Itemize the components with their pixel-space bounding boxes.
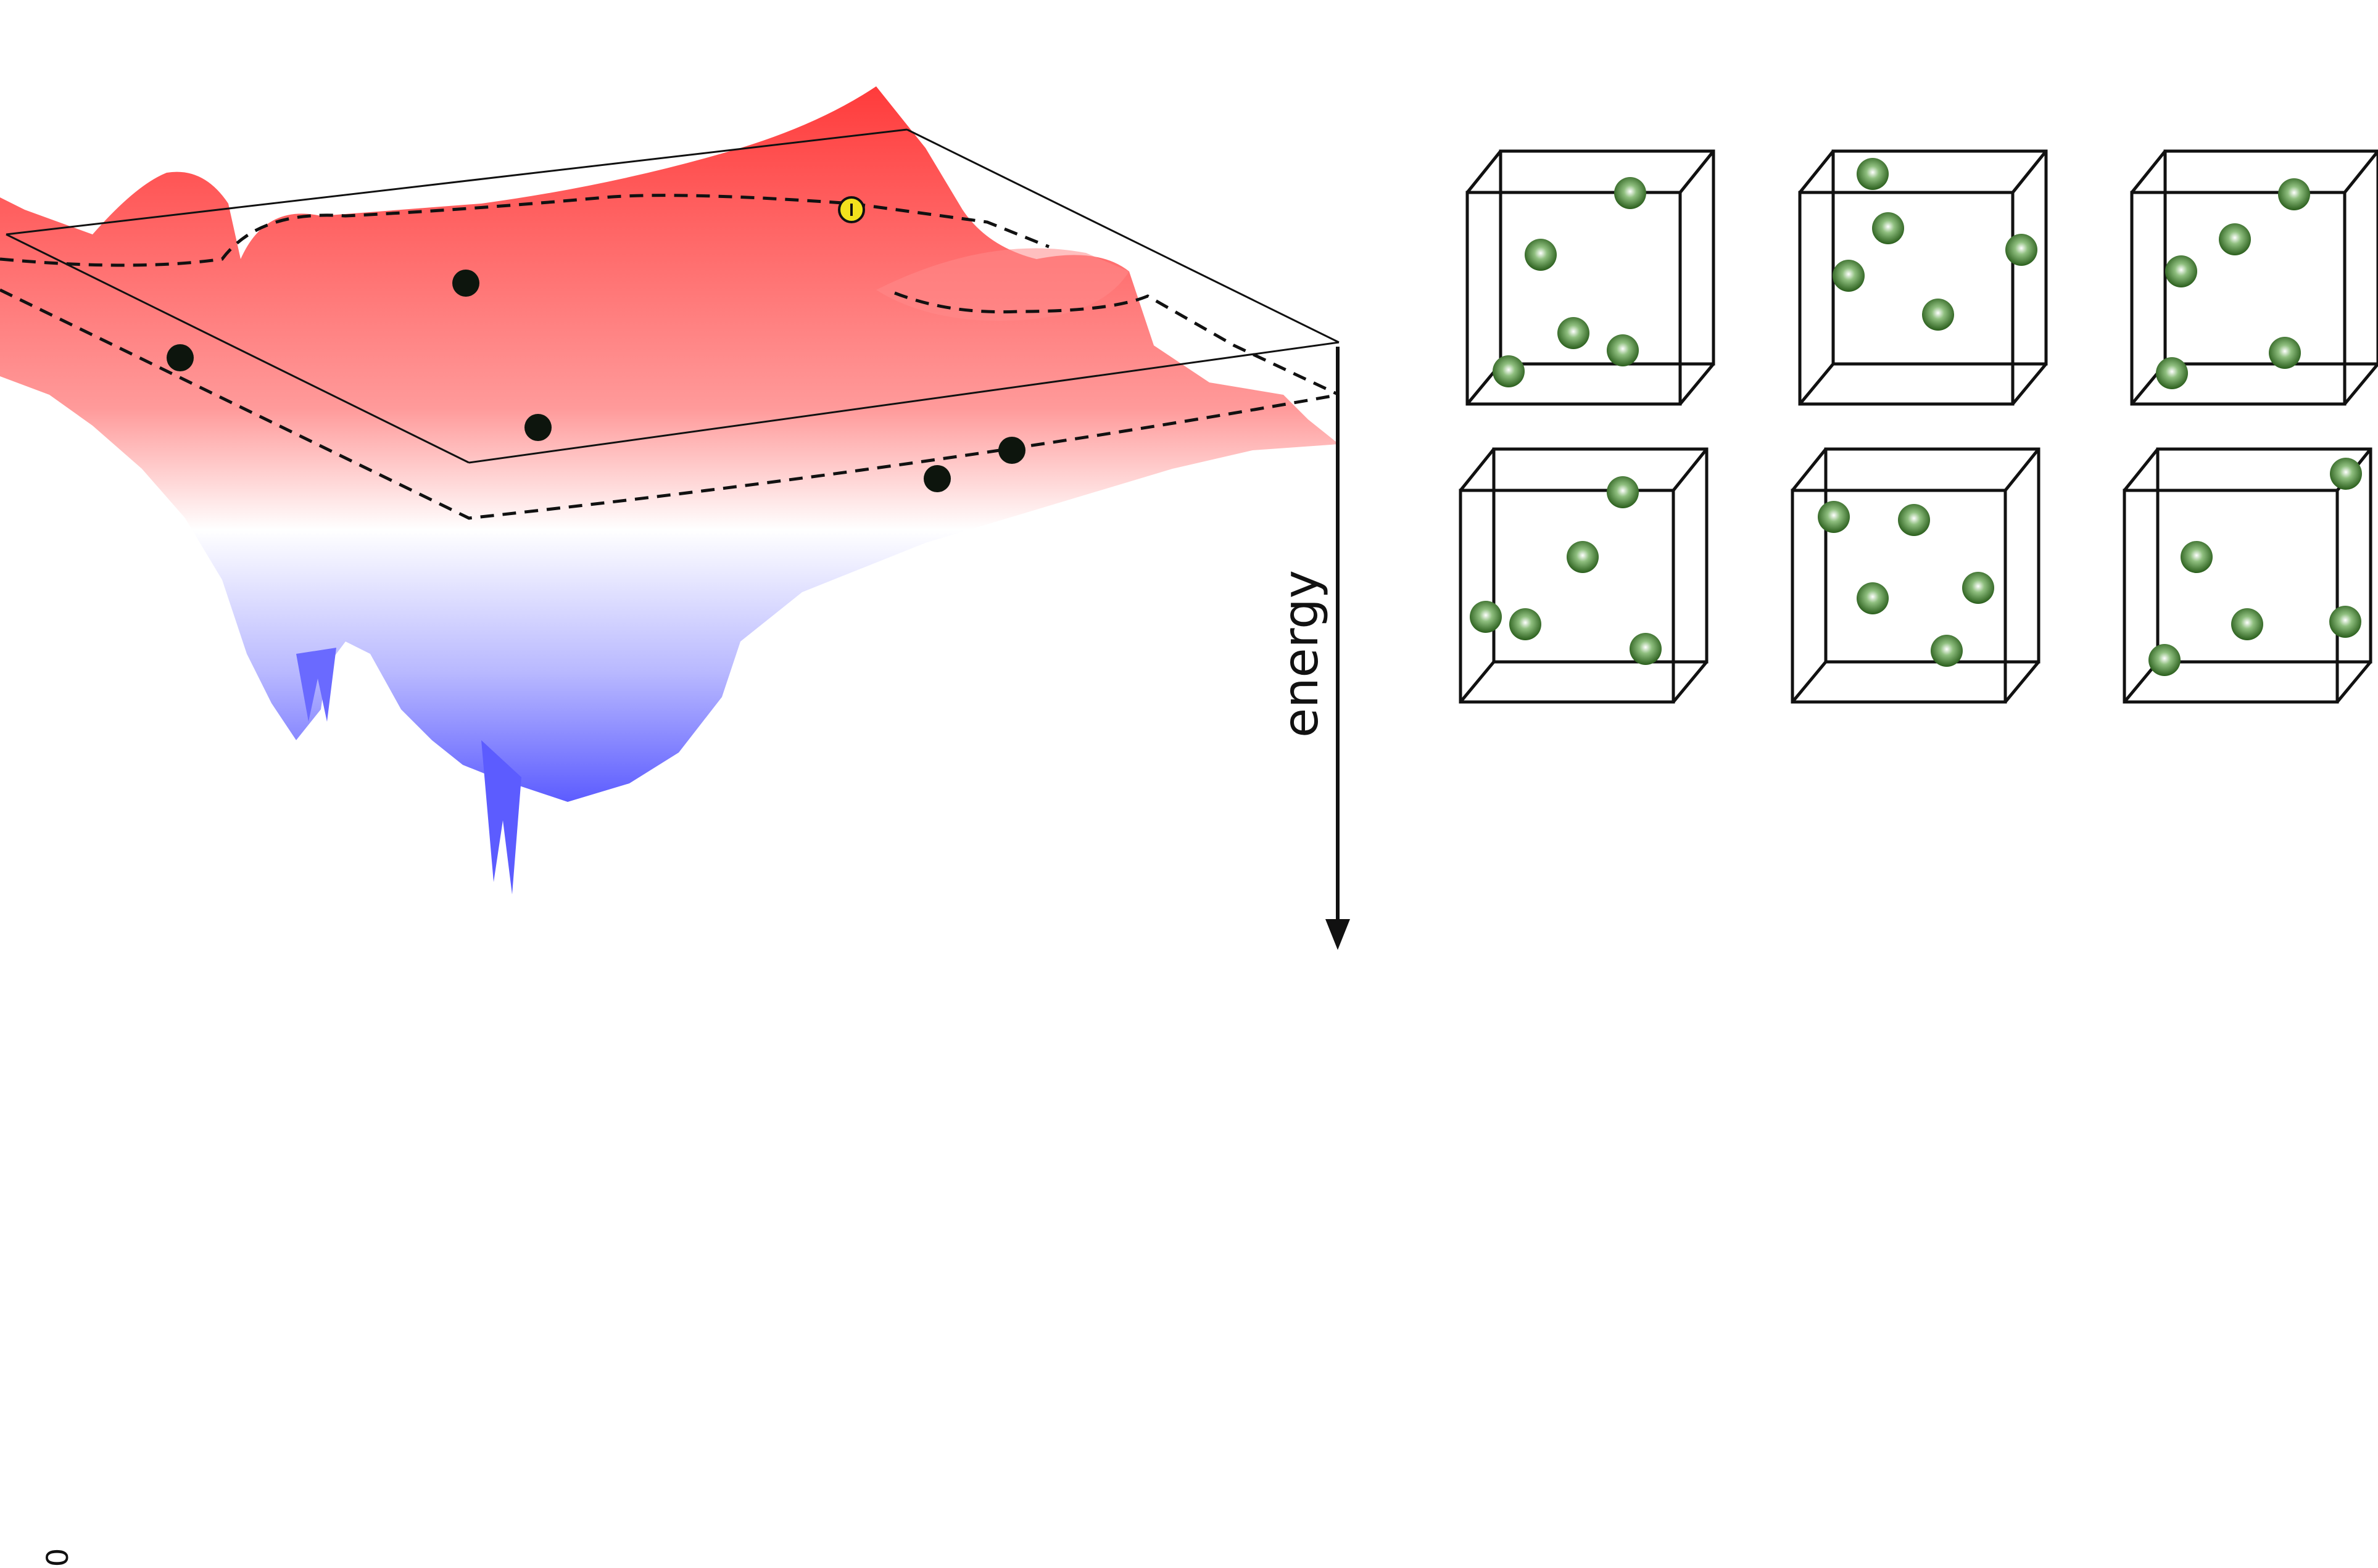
energy-axis: energy — [1274, 347, 1350, 950]
contour-lower — [0, 288, 1340, 520]
particle — [1931, 635, 1963, 667]
minimum-point-3 — [524, 414, 552, 441]
particle — [1607, 476, 1639, 508]
stationary-points — [167, 196, 1025, 492]
particle — [1470, 601, 1502, 633]
particle — [1857, 582, 1889, 614]
particle — [2269, 337, 2301, 369]
particle — [2181, 541, 2213, 573]
saddle-point — [838, 196, 865, 223]
contour-upper — [0, 194, 1050, 267]
configuration-box-5 — [1791, 447, 2040, 704]
particle — [2148, 644, 2181, 676]
particle — [1614, 177, 1646, 209]
energy-axis-label: energy — [1274, 570, 1329, 738]
corner-label: 0 — [41, 1548, 75, 1567]
surface-fold — [876, 248, 1129, 321]
configuration-box-6 — [2123, 447, 2372, 704]
plane-front-edge — [468, 341, 1340, 464]
dashed-contours — [0, 194, 1340, 520]
particle — [1493, 355, 1525, 387]
particle — [1509, 608, 1541, 640]
particle — [1872, 212, 1904, 244]
minimum-point-5 — [998, 437, 1025, 464]
particle — [2231, 608, 2263, 640]
configuration-box-3 — [2130, 149, 2378, 406]
minimum-point-2 — [452, 270, 479, 297]
particle — [1857, 158, 1889, 190]
particle — [1922, 299, 1954, 331]
configuration-grid — [1459, 149, 2378, 704]
plane-right-edge — [906, 128, 1340, 344]
particle — [1525, 239, 1557, 271]
particle — [2330, 458, 2362, 490]
energy-landscape — [0, 86, 1339, 894]
configuration-box-1 — [1465, 149, 1715, 406]
particle — [2278, 178, 2310, 210]
configuration-box-2 — [1798, 149, 2048, 406]
reference-plane — [6, 128, 1340, 464]
particle — [2156, 357, 2188, 389]
particle — [1557, 317, 1589, 349]
particle — [1607, 334, 1639, 366]
particle — [2219, 223, 2251, 255]
minimum-point-1 — [167, 344, 194, 371]
particle — [1962, 572, 1994, 604]
plane-left-edge — [6, 233, 470, 464]
energy-axis-arrowhead — [1325, 919, 1350, 950]
particle — [1898, 504, 1930, 536]
particle — [1630, 633, 1662, 665]
funnel-spike-left — [296, 648, 336, 722]
particle — [1833, 260, 1865, 292]
particle — [2165, 255, 2197, 287]
configuration-box-4 — [1459, 447, 1709, 704]
particle — [1567, 541, 1599, 573]
minimum-point-4 — [924, 465, 951, 492]
particle — [2329, 606, 2361, 638]
plane-back-edge — [6, 128, 908, 236]
energy-surface — [0, 86, 1339, 802]
particle — [1818, 501, 1850, 533]
funnel-spike-main — [481, 740, 521, 894]
particle — [2005, 234, 2037, 266]
